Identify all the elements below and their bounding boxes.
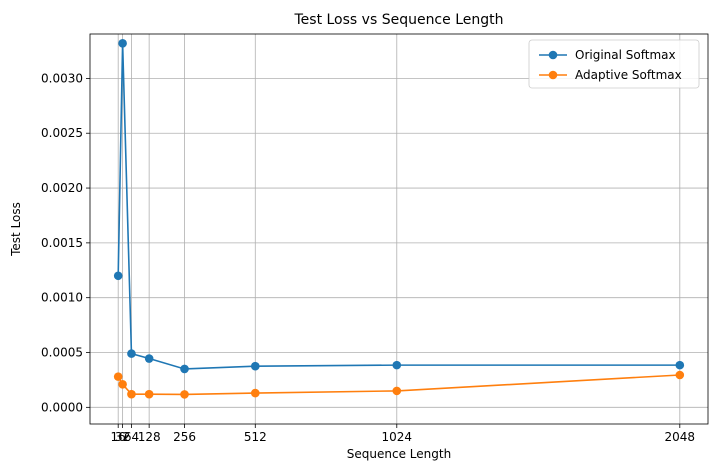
x-tick-label: 32 (115, 430, 130, 444)
data-point (250, 361, 260, 371)
legend: Original Softmax Adaptive Softmax (528, 39, 700, 89)
x-tick-label: 256 (173, 430, 196, 444)
y-tick-label: 0.0025 (41, 126, 83, 140)
legend-swatch-marker (548, 50, 558, 60)
data-point (250, 388, 260, 398)
data-point (180, 390, 189, 399)
data-point (118, 39, 127, 48)
x-tick-label: 128 (138, 430, 161, 444)
x-tick-label: 512 (244, 430, 267, 444)
data-point (144, 389, 154, 399)
y-tick-label: 0.0020 (41, 181, 83, 195)
data-point (113, 271, 123, 281)
chart-title: Test Loss vs Sequence Length (293, 12, 503, 28)
legend-box (528, 39, 700, 89)
x-axis-label: Sequence Length (347, 447, 451, 461)
data-point (675, 360, 685, 370)
x-tick-label: 16 (111, 430, 126, 444)
y-tick-label: 0.0030 (41, 71, 83, 85)
series-1 (113, 370, 685, 399)
y-tick-label: 0.0010 (41, 291, 83, 305)
y-axis: 0.0000 0.0005 0.0010 0.0015 0.0020 0.0025 0.00… (41, 71, 90, 414)
plot-frame (89, 33, 709, 425)
x-tick-label: 1024 (382, 430, 413, 444)
y-axis-label: Test Loss (9, 202, 23, 257)
data-point (113, 372, 123, 381)
series-line (117, 43, 680, 370)
data-point (127, 349, 136, 358)
series-0 (113, 39, 685, 374)
x-tick-label: 2048 (665, 430, 696, 444)
data-point (118, 380, 127, 389)
grid (90, 34, 708, 424)
legend-label: Adaptive Softmax (575, 68, 682, 82)
data-point (675, 370, 685, 380)
legend-label: Original Softmax (575, 48, 676, 62)
data-point (127, 389, 136, 399)
x-tick-label: 64 (124, 430, 139, 444)
y-tick-label: 0.0005 (41, 346, 83, 360)
data-point (392, 360, 402, 370)
y-tick-label: 0.0000 (41, 400, 83, 414)
legend-swatch-marker (548, 70, 558, 80)
data-point (180, 364, 189, 374)
data-point (144, 354, 154, 363)
series-layer (113, 39, 685, 399)
y-tick-label: 0.0015 (41, 236, 83, 250)
data-point (392, 386, 402, 396)
